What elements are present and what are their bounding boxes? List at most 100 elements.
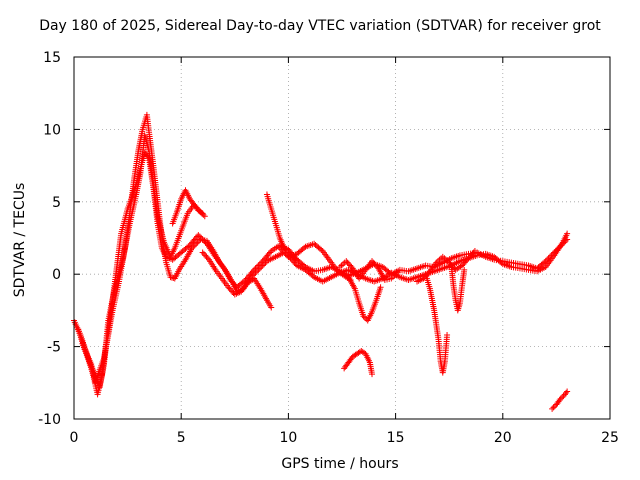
data-point: [185, 243, 192, 250]
y-axis-label: SDTVAR / TECUs: [12, 182, 28, 298]
data-point: [347, 262, 354, 269]
axis-ticks: 0 5 10 15 20 25 -10 -5 0 5 10 15: [38, 50, 619, 446]
data-point: [249, 268, 256, 275]
data-point: [464, 256, 471, 263]
plot-frame: [73, 56, 611, 420]
data-point: [202, 239, 209, 246]
data-point: [345, 261, 352, 268]
x-axis-label: GPS time / hours: [281, 456, 399, 472]
data-point: [199, 236, 206, 243]
grid-lines: [74, 57, 610, 419]
data-point: [225, 284, 232, 291]
data-point: [318, 246, 325, 253]
data-point: [278, 246, 285, 253]
data-point: [560, 392, 567, 399]
data-point: [460, 261, 467, 268]
data-point: [202, 252, 209, 259]
data-point: [394, 269, 401, 276]
data-point: [545, 255, 552, 262]
data-point: [559, 394, 566, 401]
data-markers: [71, 111, 571, 412]
data-point: [268, 304, 275, 311]
y-tick-label: 5: [52, 195, 61, 211]
data-point: [450, 263, 457, 270]
y-tick-label: 15: [43, 50, 61, 66]
data-point: [542, 258, 549, 265]
data-point: [564, 236, 571, 243]
data-point: [258, 259, 265, 266]
data-point: [459, 262, 466, 269]
x-tick-label: 0: [70, 430, 79, 446]
data-point: [191, 242, 198, 249]
data-point: [420, 275, 427, 282]
data-point: [369, 371, 376, 378]
y-tick-label: 10: [43, 122, 61, 138]
data-point: [425, 269, 432, 276]
data-point: [194, 239, 201, 246]
data-point: [370, 259, 377, 266]
data-point: [309, 272, 316, 279]
data-point: [559, 240, 566, 247]
data-point: [468, 252, 475, 259]
data-point: [198, 209, 205, 216]
y-tick-label: -5: [47, 340, 61, 356]
data-point: [550, 404, 557, 411]
data-point: [549, 250, 556, 257]
data-point: [374, 263, 381, 270]
data-point: [231, 281, 238, 288]
data-point: [465, 255, 472, 262]
data-point: [256, 261, 263, 268]
data-point: [252, 265, 259, 272]
data-point: [348, 263, 355, 270]
data-point: [462, 258, 469, 265]
data-point: [461, 259, 468, 266]
data-point: [226, 285, 233, 292]
data-point: [555, 245, 562, 252]
data-point: [292, 261, 299, 268]
data-point: [343, 258, 350, 265]
data-point: [470, 249, 477, 256]
y-tick-label: 0: [52, 267, 61, 283]
data-point: [466, 253, 473, 260]
data-point: [377, 284, 384, 291]
data-point: [554, 246, 561, 253]
data-point: [203, 253, 210, 260]
data-point: [193, 240, 200, 247]
data-point: [549, 405, 556, 412]
data-point: [282, 250, 289, 257]
data-point: [199, 210, 206, 217]
data-point: [255, 262, 262, 269]
x-tick-label: 25: [601, 430, 619, 446]
data-point: [563, 389, 570, 396]
y-tick-label: -10: [38, 412, 61, 428]
data-point: [204, 255, 211, 262]
x-tick-label: 10: [279, 430, 297, 446]
data-point: [444, 332, 451, 339]
data-point: [446, 259, 453, 266]
data-point: [253, 263, 260, 270]
data-point: [558, 242, 565, 249]
data-point: [301, 262, 308, 269]
data-point: [195, 232, 202, 239]
data-point: [556, 243, 563, 250]
x-tick-label: 5: [177, 430, 186, 446]
data-point: [229, 288, 236, 295]
data-point: [544, 256, 551, 263]
data-point: [461, 266, 468, 273]
data-point: [279, 248, 286, 255]
chart-title: Day 180 of 2025, Sidereal Day-to-day VTE…: [39, 18, 601, 34]
data-point: [276, 245, 283, 252]
data-point: [423, 272, 430, 279]
data-point: [548, 252, 555, 259]
data-point: [469, 250, 476, 257]
data-point: [471, 248, 478, 255]
data-point: [556, 397, 563, 404]
data-point: [344, 259, 351, 266]
data-point: [200, 250, 207, 257]
data-point: [230, 279, 237, 286]
data-point: [293, 256, 300, 263]
data-point: [551, 249, 558, 256]
data-point: [251, 266, 258, 273]
x-tick-label: 15: [387, 430, 405, 446]
